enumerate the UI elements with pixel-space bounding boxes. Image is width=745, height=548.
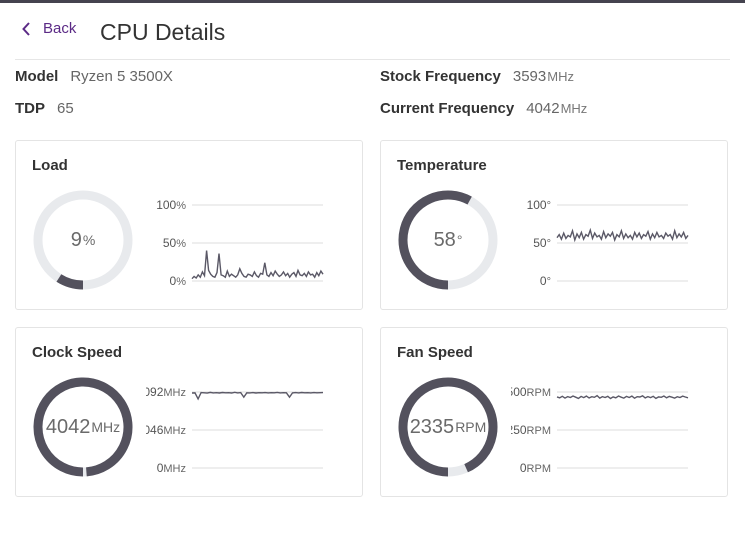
stock-frequency-unit: MHz (547, 69, 574, 84)
tdp-value: 65 (57, 100, 74, 117)
temperature-gauge-label: 58 ° (393, 185, 503, 295)
temperature-history-chart: 100° 50° 0° (527, 198, 689, 288)
temperature-tick-bottom: 0° (540, 274, 551, 288)
temperature-value: 58 (433, 228, 456, 251)
tdp-label: TDP (15, 100, 45, 117)
fan-speed-unit: RPM (455, 419, 487, 435)
clock-speed-tick-mid: 2046MHz (146, 423, 186, 437)
fan-speed-value: 2335 (409, 415, 455, 438)
clock-speed-series-line (191, 391, 324, 401)
load-gauge (33, 190, 133, 290)
load-tick-bottom: 0% (170, 274, 187, 288)
fan-speed-title: Fan Speed (397, 344, 473, 361)
temperature-tick-top: 100° (527, 198, 551, 212)
clock-speed-tick-top: 4092MHz (146, 385, 186, 399)
load-tick-top: 100% (156, 198, 186, 212)
temperature-series-line (556, 227, 689, 243)
fan-speed-gauge-fill (398, 377, 498, 477)
fan-speed-gauge-label: 2335 RPM (393, 372, 503, 482)
fan-speed-gauge (398, 377, 498, 477)
clock-speed-tick-bottom: 0MHz (157, 461, 186, 475)
fan-speed-series-line (556, 394, 689, 400)
fan-speed-tick-mid: 1250RPM (511, 423, 551, 437)
stock-frequency-value: 3593 (512, 68, 547, 85)
temperature-title: Temperature (397, 157, 487, 174)
load-gauge-label: 9% (28, 185, 138, 295)
load-card: Load 9% 100% 50% 0% (15, 140, 363, 310)
back-label: Back (43, 20, 77, 37)
stock-frequency-info: Stock Frequency 3593MHz (380, 68, 574, 85)
current-frequency-value: 4042 (526, 100, 560, 117)
load-gauge-fill (56, 274, 84, 290)
fan-speed-tick-bottom: 0RPM (520, 461, 551, 475)
load-value: 9 (70, 228, 82, 251)
clock-speed-gauge (33, 377, 133, 477)
clock-speed-card: Clock Speed 4042MHz 4092MHz 2046MHz 0MHz (15, 327, 363, 497)
temperature-gauge (398, 190, 498, 290)
load-tick-mid: 50% (163, 236, 186, 250)
page-header: Back CPU Details (15, 16, 730, 60)
clock-speed-history-chart: 4092MHz 2046MHz 0MHz (146, 385, 324, 475)
load-unit: % (82, 232, 96, 248)
fan-speed-tick-top: 2500RPM (511, 385, 551, 399)
top-accent-bar (0, 0, 745, 3)
tdp-info: TDP 65 (15, 100, 74, 117)
chevron-left-icon (22, 21, 30, 36)
temperature-tick-mid: 50° (533, 236, 551, 250)
clock-speed-unit: MHz (91, 419, 121, 435)
page-title: CPU Details (100, 19, 226, 45)
stock-frequency-label: Stock Frequency (380, 68, 501, 85)
current-frequency-info: Current Frequency 4042MHz (380, 100, 587, 117)
model-value: Ryzen 5 3500X (70, 68, 173, 85)
load-history-chart: 100% 50% 0% (156, 198, 324, 288)
clock-speed-gauge-fill (33, 377, 133, 477)
load-title: Load (32, 157, 68, 174)
back-button[interactable]: Back (22, 20, 76, 37)
clock-speed-value: 4042 (45, 415, 91, 438)
clock-speed-title: Clock Speed (32, 344, 123, 361)
temperature-gauge-fill (398, 190, 472, 290)
temperature-unit: ° (456, 232, 463, 248)
current-frequency-unit: MHz (560, 101, 588, 116)
load-series-line (191, 250, 324, 280)
model-label: Model (15, 68, 59, 85)
model-info: Model Ryzen 5 3500X (15, 68, 173, 85)
fan-speed-history-chart: 2500RPM 1250RPM 0RPM (511, 385, 689, 475)
clock-speed-gauge-label: 4042 MHz (28, 372, 138, 482)
current-frequency-label: Current Frequency (380, 100, 515, 117)
temperature-card: Temperature 58 ° 100° 50° 0° (380, 140, 728, 310)
